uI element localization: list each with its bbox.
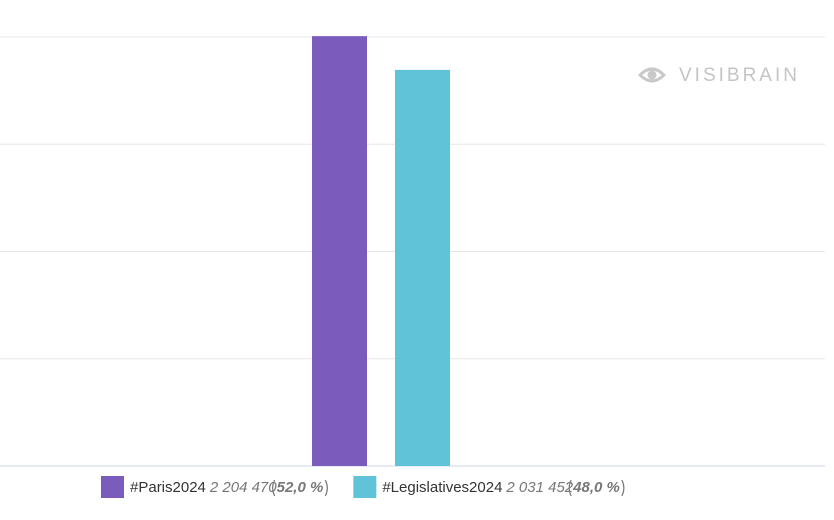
legend-swatch: [101, 476, 124, 498]
watermark-logo: [637, 67, 667, 83]
legend-swatch: [353, 476, 377, 498]
legend-label: #Paris2024 2 204 47052,0 %: [130, 479, 323, 496]
legend-name: #Legislatives2024: [382, 479, 502, 496]
legend-paren-open: [568, 479, 572, 497]
legend-value: 2 204 470: [209, 479, 277, 496]
legend-value: 2 031 452: [505, 479, 573, 496]
legend-share: 52,0 %: [277, 479, 324, 496]
bar: [312, 36, 367, 466]
legend-label: #Legislatives2024 2 031 45248,0 %: [382, 479, 620, 496]
watermark: VISIBRAIN: [679, 65, 800, 86]
legend-name: #Paris2024: [130, 479, 206, 496]
legend-paren-open: [272, 479, 276, 497]
legend-item: #Paris2024 2 204 47052,0 %: [101, 476, 323, 498]
bar: [395, 69, 450, 467]
legend-item: #Legislatives2024 2 031 45248,0 %: [353, 476, 620, 498]
legend-paren-close: [324, 479, 328, 497]
legend-paren-close: [621, 479, 625, 497]
legend-share: 48,0 %: [572, 479, 620, 496]
